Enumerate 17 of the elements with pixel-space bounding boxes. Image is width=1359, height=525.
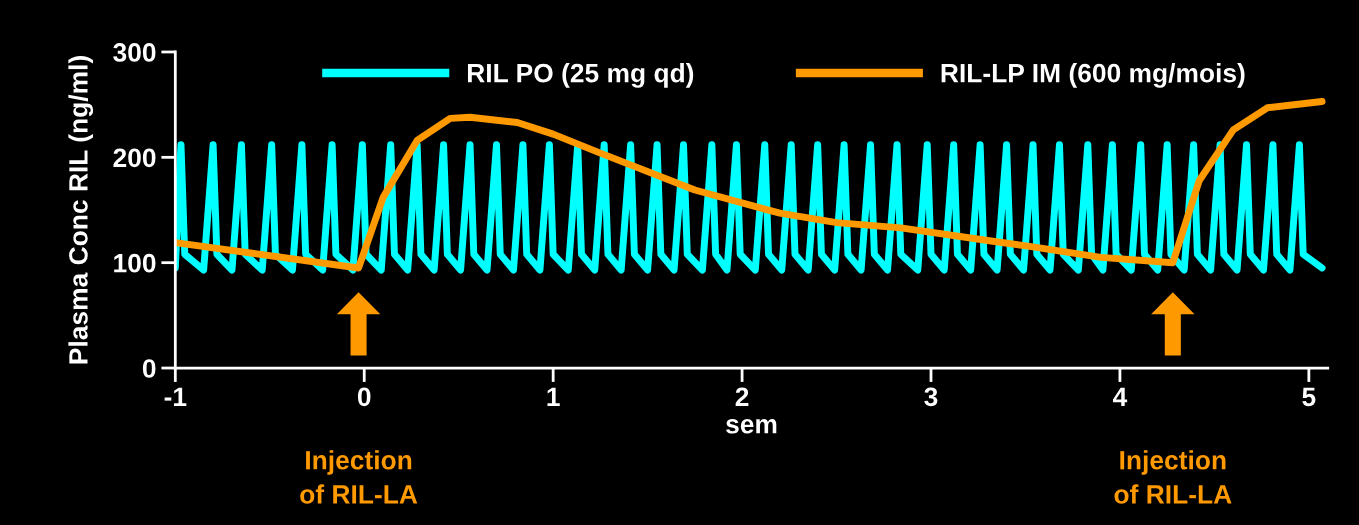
text: Injection of RIL-LA	[300, 450, 418, 504]
legend-label: RIL-LP IM (600 mg/mois)	[941, 63, 1245, 88]
y-tick-label: 0	[142, 359, 156, 378]
y-tick-label: 300	[113, 43, 156, 62]
x-axis-title: sem	[726, 419, 777, 434]
legend-label: RIL PO (25 mg qd)	[467, 63, 694, 88]
x-tick-label: 3	[924, 387, 938, 407]
y-axis-title: Plasma Conc RIL (ng/ml)	[68, 56, 94, 364]
text: Injection of RIL-LA	[1114, 450, 1232, 504]
y-tick-label: 200	[113, 148, 156, 168]
x-tick-label: 0	[357, 387, 371, 407]
x-tick-label: 4	[1112, 387, 1128, 406]
x-tick-label: 1	[547, 387, 560, 406]
y-tick-label: 100	[114, 253, 156, 273]
x-tick-label: 5	[1302, 387, 1316, 407]
x-tick-label: 2	[735, 387, 749, 406]
x-tick-label: -1	[164, 387, 187, 406]
